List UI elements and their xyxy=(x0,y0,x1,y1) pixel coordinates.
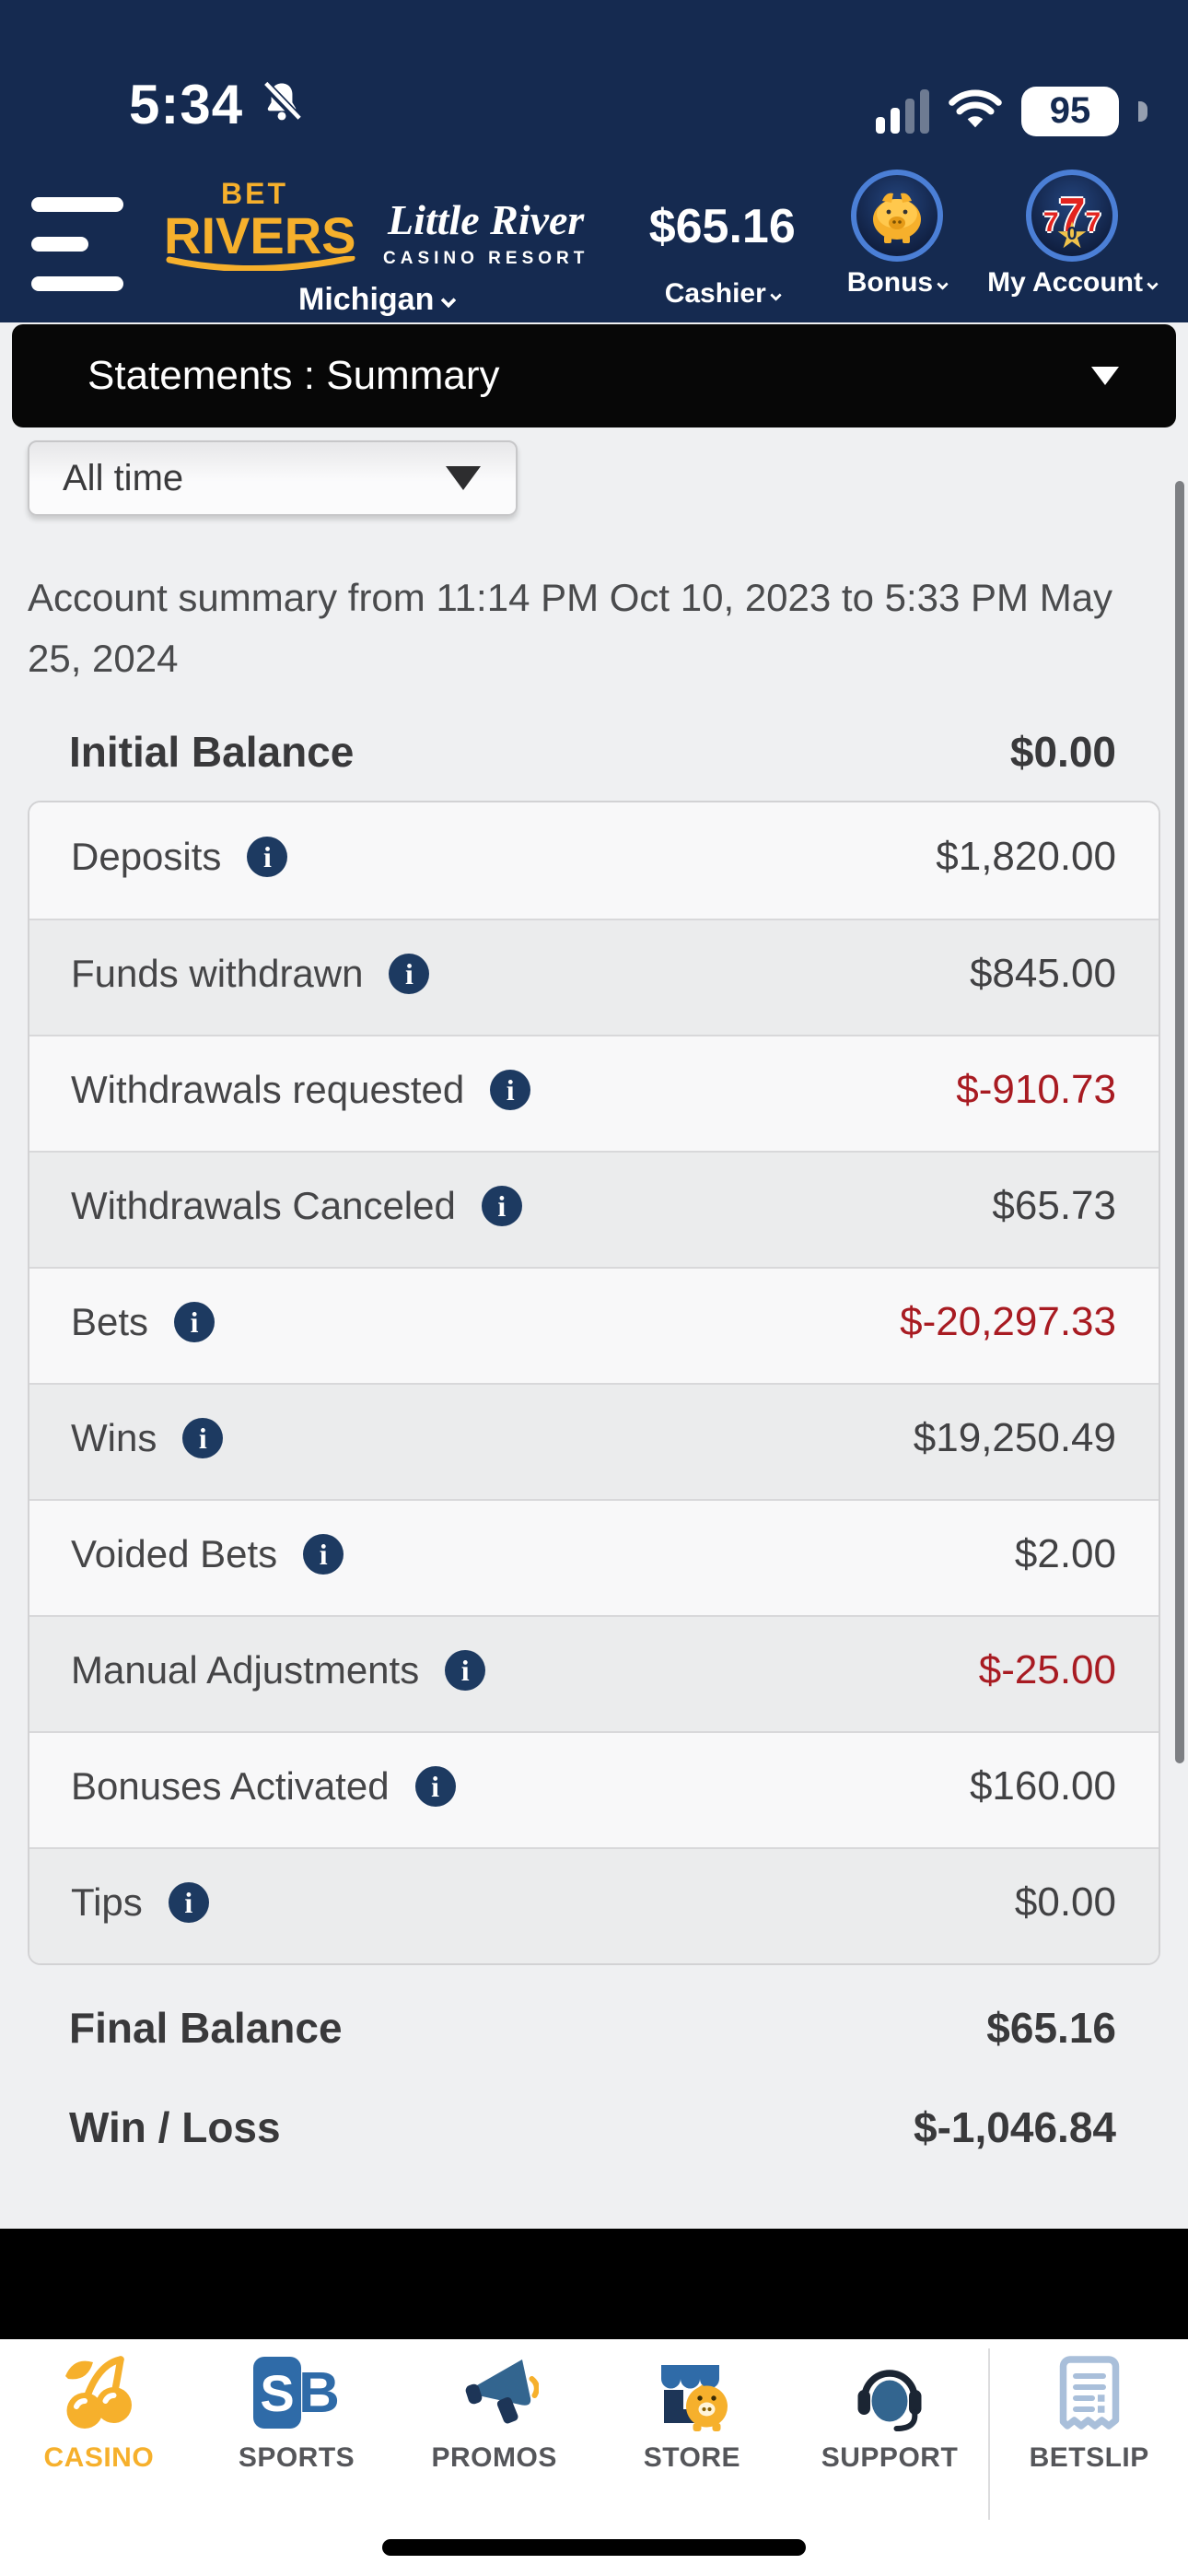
info-icon[interactable]: i xyxy=(182,1418,224,1459)
table-row: Funds withdrawn i $845.00 xyxy=(29,919,1159,1036)
wifi-icon xyxy=(946,86,1005,136)
my-account-menu[interactable]: 777 ★ 0 My Account xyxy=(987,170,1159,322)
clock: 5:34 xyxy=(129,74,244,135)
win-loss-row: Win / Loss $-1,046.84 xyxy=(69,2103,1116,2152)
table-row: Wins i $19,250.49 xyxy=(29,1383,1159,1500)
info-icon[interactable]: i xyxy=(389,954,430,995)
betrivers-logo: BET RIVERS xyxy=(164,179,357,271)
table-row: Bets i $-20,297.33 xyxy=(29,1267,1159,1384)
info-icon[interactable]: i xyxy=(303,1534,344,1575)
battery-cap xyxy=(1138,100,1147,122)
table-row: Tips i $0.00 xyxy=(29,1847,1159,1964)
info-icon[interactable]: i xyxy=(174,1302,215,1343)
nav-divider xyxy=(988,2348,991,2520)
chevron-down-icon xyxy=(937,278,949,290)
dropdown-arrow-icon xyxy=(446,466,481,490)
table-row: Manual Adjustments i $-25.00 xyxy=(29,1615,1159,1732)
bonus-menu[interactable]: Bonus xyxy=(847,170,949,322)
time-range-select[interactable]: All time xyxy=(28,440,518,516)
table-row: Deposits i $1,820.00 xyxy=(29,802,1159,919)
statements-summary-dropdown[interactable]: Statements : Summary xyxy=(12,324,1176,427)
megaphone-icon xyxy=(450,2345,539,2441)
info-icon[interactable]: i xyxy=(414,1766,456,1808)
little-river-logo: Little River CASINO RESORT xyxy=(383,196,589,269)
cellular-signal-icon xyxy=(876,88,929,134)
menu-button[interactable] xyxy=(31,197,123,322)
balance-amount: $65.16 xyxy=(648,200,796,253)
info-icon[interactable]: i xyxy=(445,1650,486,1692)
summary-period-text: Account summary from 11:14 PM Oct 10, 20… xyxy=(28,576,1113,680)
info-icon[interactable]: i xyxy=(481,1186,522,1227)
info-icon[interactable]: i xyxy=(490,1070,531,1111)
nav-item-betslip[interactable]: BETSLIP xyxy=(990,2345,1188,2576)
notifications-muted-icon xyxy=(256,76,308,133)
betslip-receipt-icon xyxy=(1045,2345,1134,2441)
chevron-down-icon xyxy=(1147,278,1159,290)
info-icon[interactable]: i xyxy=(168,1882,209,1924)
home-indicator[interactable] xyxy=(382,2539,806,2556)
piggy-bank-icon xyxy=(850,170,943,262)
statements-content: Statements : Summary All time Account su… xyxy=(0,322,1188,2229)
shop-piggy-icon xyxy=(647,2345,736,2441)
nav-item-store[interactable]: STORE xyxy=(593,2345,791,2576)
status-bar: 5:34 95 xyxy=(0,0,1188,162)
nav-item-support[interactable]: SUPPORT xyxy=(791,2345,989,2576)
bottom-spacer xyxy=(0,2229,1188,2339)
page-title: Statements : Summary xyxy=(87,353,500,398)
scrollbar[interactable] xyxy=(1175,481,1184,1763)
chevron-down-icon xyxy=(440,292,457,309)
table-row: Withdrawals Canceled i $65.73 xyxy=(29,1151,1159,1268)
dropdown-arrow-icon xyxy=(1091,367,1119,385)
star-badge: ★ xyxy=(1055,216,1089,256)
table-row: Voided Bets i $2.00 xyxy=(29,1499,1159,1616)
initial-balance-row: Initial Balance $0.00 xyxy=(69,728,1116,777)
summary-table: Deposits i $1,820.00 Funds withdrawn i $84… xyxy=(28,801,1160,1966)
info-icon[interactable]: i xyxy=(247,837,288,878)
nav-item-casino[interactable]: CASINO xyxy=(0,2345,198,2576)
state-selector[interactable]: Michigan xyxy=(164,282,588,318)
cherries-icon xyxy=(54,2345,143,2441)
nav-item-promos[interactable]: PROMOS xyxy=(395,2345,593,2576)
headset-icon xyxy=(845,2345,934,2441)
table-row: Bonuses Activated i $160.00 xyxy=(29,1731,1159,1848)
table-row: Withdrawals requested i $-910.73 xyxy=(29,1035,1159,1152)
lucky-777-icon: 777 ★ 0 xyxy=(1026,170,1119,262)
logo-swoosh xyxy=(166,256,355,271)
final-balance-row: Final Balance $65.16 xyxy=(69,2004,1116,2053)
chevron-down-icon xyxy=(769,289,782,301)
battery-indicator: 95 xyxy=(1021,86,1119,136)
app-header: BET RIVERS Little River CASINO RESORT Mi… xyxy=(0,162,1188,322)
cashier-menu[interactable]: $65.16 Cashier xyxy=(648,200,796,309)
